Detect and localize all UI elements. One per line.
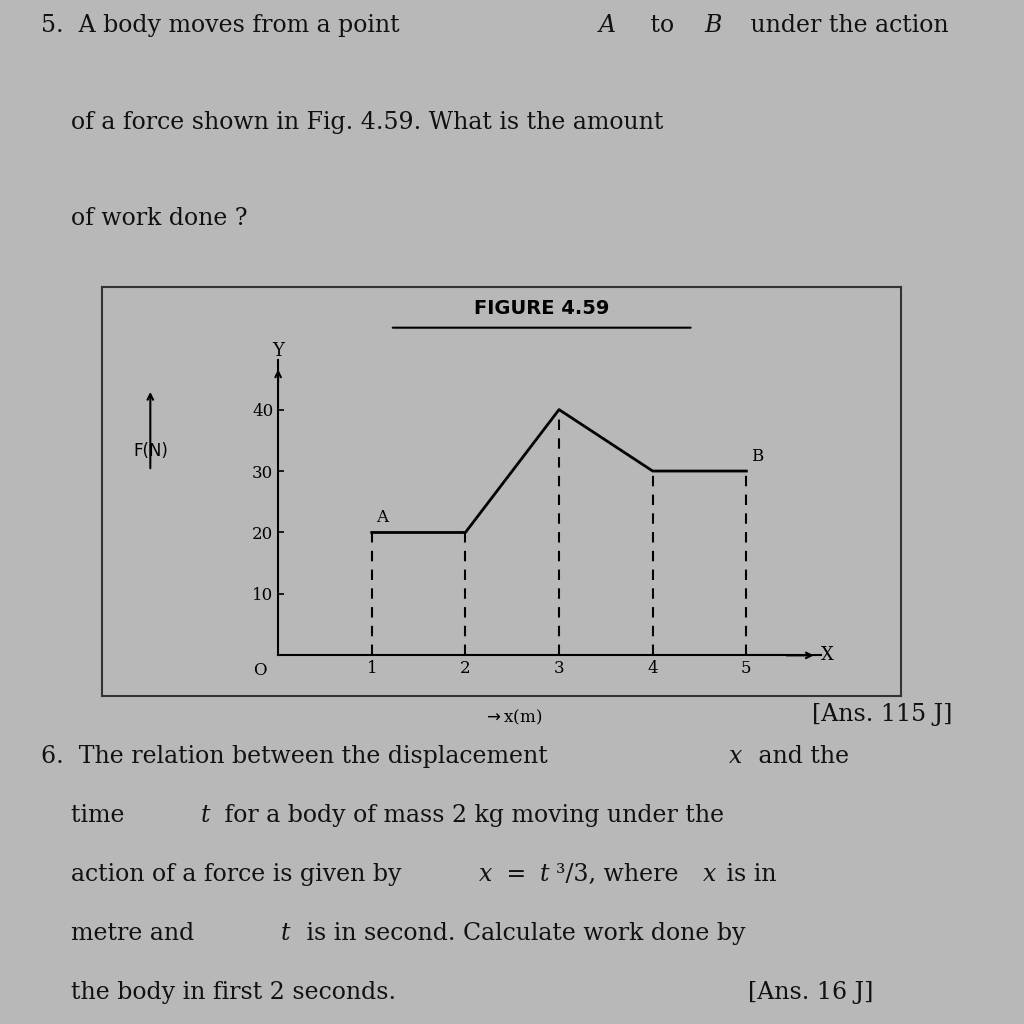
- Text: t: t: [540, 863, 549, 887]
- Text: FIGURE 4.59: FIGURE 4.59: [474, 299, 609, 318]
- Text: ³/3, where: ³/3, where: [556, 863, 686, 887]
- Text: x: x: [729, 745, 742, 768]
- Text: is in: is in: [719, 863, 776, 887]
- Text: metre and: metre and: [41, 923, 202, 945]
- Text: is in second. Calculate work done by: is in second. Calculate work done by: [299, 923, 745, 945]
- Text: X: X: [821, 646, 835, 665]
- Text: 5.  A body moves from a point: 5. A body moves from a point: [41, 14, 408, 37]
- Text: [Ans. 16 J]: [Ans. 16 J]: [748, 981, 872, 1005]
- Text: x: x: [479, 863, 493, 887]
- Text: B: B: [705, 14, 722, 37]
- Text: $\rightarrow$x(m): $\rightarrow$x(m): [482, 708, 542, 727]
- Text: =: =: [499, 863, 534, 887]
- Text: of a force shown in Fig. 4.59. What is the amount: of a force shown in Fig. 4.59. What is t…: [41, 111, 664, 133]
- Text: to: to: [643, 14, 682, 37]
- Text: the body in first 2 seconds.: the body in first 2 seconds.: [41, 981, 396, 1005]
- Text: action of a force is given by: action of a force is given by: [41, 863, 409, 887]
- Text: Y: Y: [272, 342, 284, 360]
- Text: F(N): F(N): [133, 441, 168, 460]
- Text: x: x: [702, 863, 716, 887]
- Text: under the action: under the action: [743, 14, 949, 37]
- Text: time: time: [41, 805, 132, 827]
- Text: A: A: [377, 509, 388, 526]
- Text: A: A: [599, 14, 616, 37]
- Text: of work done ?: of work done ?: [41, 207, 248, 230]
- Text: O: O: [253, 662, 267, 679]
- Text: [Ans. 115 J]: [Ans. 115 J]: [812, 702, 952, 726]
- Text: B: B: [751, 447, 763, 465]
- Text: and the: and the: [751, 745, 849, 768]
- Text: for a body of mass 2 kg moving under the: for a body of mass 2 kg moving under the: [217, 805, 724, 827]
- Text: 6.  The relation between the displacement: 6. The relation between the displacement: [41, 745, 555, 768]
- Text: t: t: [201, 805, 210, 827]
- Text: t: t: [281, 923, 290, 945]
